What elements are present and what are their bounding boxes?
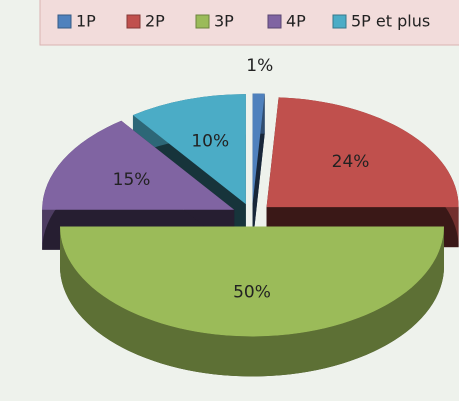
legend-label: 4P bbox=[286, 12, 306, 31]
legend-label: 2P bbox=[145, 12, 165, 31]
slice-top bbox=[132, 94, 246, 205]
slice bbox=[42, 120, 235, 250]
legend-swatch bbox=[126, 14, 141, 29]
slice-top bbox=[252, 93, 265, 204]
slice bbox=[266, 97, 459, 248]
pie: 1% 10% 24% 15% 50% bbox=[42, 56, 459, 377]
legend: 1P 2P 3P 4P 5P et plus bbox=[57, 12, 430, 31]
legend-box bbox=[39, 0, 459, 46]
data-label: 50% bbox=[233, 282, 271, 302]
legend-swatch bbox=[332, 14, 347, 29]
slice-top bbox=[42, 120, 235, 210]
legend-swatch bbox=[57, 14, 72, 29]
legend-label: 1P bbox=[76, 12, 96, 31]
slice-top bbox=[266, 97, 459, 208]
slice-top bbox=[60, 226, 444, 337]
data-label: 15% bbox=[113, 170, 151, 190]
legend-label: 3P bbox=[214, 12, 234, 31]
legend-swatch bbox=[195, 14, 210, 29]
legend-swatch bbox=[267, 14, 282, 29]
data-label: 24% bbox=[332, 152, 370, 172]
legend-label: 5P et plus bbox=[351, 12, 430, 31]
data-label: 1% bbox=[246, 56, 273, 76]
slice bbox=[60, 226, 444, 377]
slice-side bbox=[60, 226, 444, 377]
data-label: 10% bbox=[191, 131, 229, 151]
slice bbox=[252, 93, 265, 244]
